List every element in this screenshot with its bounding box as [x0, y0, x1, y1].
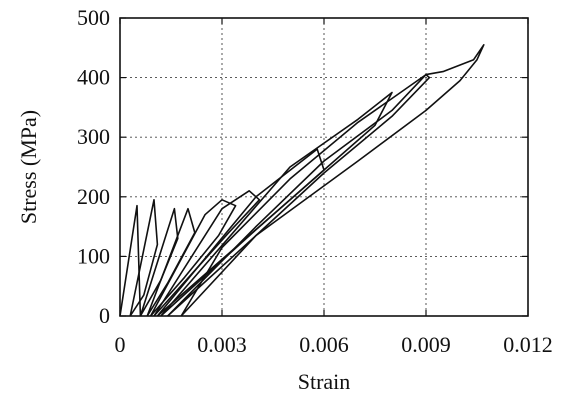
y-tick-labels: 0 100 200 300 400 500: [77, 5, 110, 328]
y-tick-label: 500: [77, 5, 110, 30]
x-tick-labels: 0 0.003 0.006 0.009 0.012: [115, 332, 553, 357]
cycle-curve: [119, 204, 142, 317]
cycle-curve: [160, 91, 393, 317]
y-tick-label: 0: [99, 303, 110, 328]
x-tick-label: 0: [115, 332, 126, 357]
x-tick-label: 0.006: [299, 332, 349, 357]
hysteresis-curves: [119, 43, 485, 317]
axis-ticks: [119, 17, 529, 317]
grid: [120, 18, 528, 316]
x-axis-label: Strain: [298, 369, 351, 394]
x-tick-label: 0.009: [401, 332, 451, 357]
y-tick-label: 200: [77, 184, 110, 209]
y-tick-label: 300: [77, 124, 110, 149]
y-tick-label: 100: [77, 243, 110, 268]
x-tick-label: 0.003: [197, 332, 247, 357]
cycle-curve: [180, 43, 485, 317]
cycle-curve: [167, 73, 431, 317]
cycle-curve: [149, 199, 237, 317]
cycle-curve: [139, 207, 179, 317]
x-tick-label: 0.012: [503, 332, 553, 357]
cycle-curve: [129, 199, 159, 317]
y-axis-label: Stress (MPa): [16, 110, 41, 224]
cycle-curve: [153, 190, 261, 317]
y-tick-label: 400: [77, 65, 110, 90]
